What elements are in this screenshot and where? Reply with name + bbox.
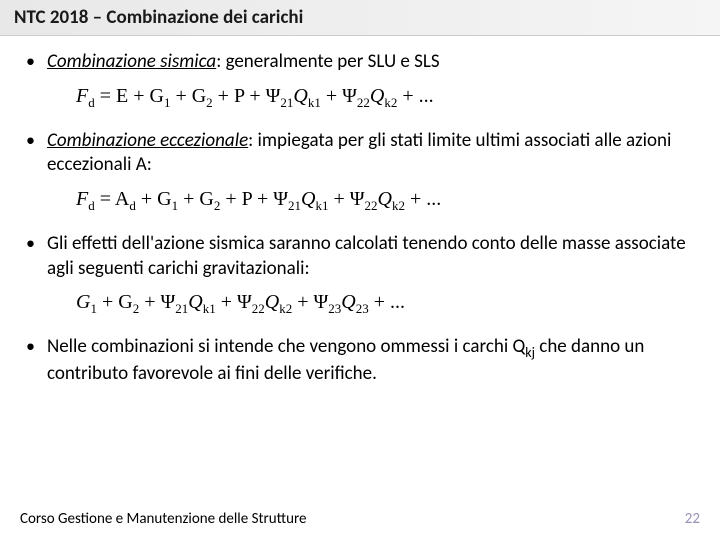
f3-q1: Q bbox=[188, 291, 202, 313]
bullet-2-text: Combinazione eccezionale: impiegata per … bbox=[47, 129, 700, 178]
f3-q2: Q bbox=[265, 291, 279, 313]
f2-qk2: k2 bbox=[392, 198, 405, 213]
footer: Corso Gestione e Manutenzione delle Stru… bbox=[0, 510, 720, 528]
f3-tail: + ... bbox=[369, 291, 405, 313]
content-area: • Combinazione sismica: generalmente per… bbox=[0, 36, 720, 387]
bullet-dot: • bbox=[26, 50, 35, 73]
page-title: NTC 2018 – Combinazione dei carichi bbox=[14, 6, 706, 29]
f3-qk2: k2 bbox=[279, 301, 292, 316]
formula-2: Fd = Ad + G1 + G2 + P + Ψ21Qk1 + Ψ22Qk2 … bbox=[76, 188, 700, 214]
f2-p1: + G bbox=[178, 188, 214, 210]
header-bar: NTC 2018 – Combinazione dei carichi bbox=[0, 0, 720, 36]
f1-p3: + Ψ bbox=[321, 85, 357, 107]
f3-q3: Q bbox=[341, 291, 355, 313]
bullet-dot: • bbox=[26, 129, 35, 152]
bullet-4-pre: Nelle combinazioni si intende che vengon… bbox=[47, 335, 525, 358]
formula-3: G1 + G2 + Ψ21Qk1 + Ψ22Qk2 + Ψ23Q23 + ... bbox=[76, 291, 700, 317]
f2-eq: = A bbox=[95, 188, 130, 210]
f2-q1: Q bbox=[301, 188, 315, 210]
bullet-2: • Combinazione eccezionale: impiegata pe… bbox=[20, 129, 700, 178]
f3-p3: + Ψ bbox=[216, 291, 252, 313]
f3-p1: + G bbox=[97, 291, 133, 313]
bullet-dot: • bbox=[26, 335, 35, 358]
bullet-1-text: Combinazione sismica: generalmente per S… bbox=[47, 50, 700, 75]
bullet-2-label: Combinazione eccezionale bbox=[47, 129, 248, 152]
bullet-dot: • bbox=[26, 232, 35, 255]
f3-g1: G bbox=[76, 291, 90, 313]
f2-tail: + ... bbox=[405, 188, 441, 210]
f2-p0: + G bbox=[136, 188, 172, 210]
f1-psi22: 22 bbox=[357, 95, 370, 110]
f3-qk1: k1 bbox=[203, 301, 216, 316]
f2-psi21: 21 bbox=[288, 198, 301, 213]
f1-p1: + G bbox=[170, 85, 206, 107]
f3-p4: + Ψ bbox=[292, 291, 328, 313]
bullet-1-label: Combinazione sismica bbox=[47, 50, 216, 73]
formula-1: Fd = E + G1 + G2 + P + Ψ21Qk1 + Ψ22Qk2 +… bbox=[76, 85, 700, 111]
f3-psi23: 23 bbox=[328, 301, 341, 316]
bullet-1: • Combinazione sismica: generalmente per… bbox=[20, 50, 700, 75]
f3-psi21: 21 bbox=[175, 301, 188, 316]
f1-tail: + ... bbox=[397, 85, 433, 107]
f1-psi21: 21 bbox=[280, 95, 293, 110]
bullet-4-sub: kj bbox=[525, 344, 535, 361]
bullet-1-rest: : generalmente per SLU e SLS bbox=[216, 50, 439, 73]
f3-qk3: 23 bbox=[356, 301, 369, 316]
footer-text: Corso Gestione e Manutenzione delle Stru… bbox=[20, 510, 307, 528]
f1-q1: Q bbox=[293, 85, 307, 107]
f1-eq: = E + G bbox=[95, 85, 164, 107]
page-number: 22 bbox=[685, 510, 700, 528]
bullet-4-text: Nelle combinazioni si intende che vengon… bbox=[47, 335, 700, 387]
f2-qk1: k1 bbox=[315, 198, 328, 213]
f3-psi22: 22 bbox=[252, 301, 265, 316]
f1-p2: + P + Ψ bbox=[213, 85, 281, 107]
f2-p3: + Ψ bbox=[328, 188, 364, 210]
f1-q2: Q bbox=[370, 85, 384, 107]
f2-psi22: 22 bbox=[365, 198, 378, 213]
bullet-3: • Gli effetti dell'azione sismica sarann… bbox=[20, 232, 700, 281]
bullet-4: • Nelle combinazioni si intende che veng… bbox=[20, 335, 700, 387]
f2-q2: Q bbox=[378, 188, 392, 210]
f2-lhs: F bbox=[76, 188, 88, 210]
f1-lhs: F bbox=[76, 85, 88, 107]
f3-p2: + Ψ bbox=[139, 291, 175, 313]
bullet-3-text: Gli effetti dell'azione sismica saranno … bbox=[47, 232, 700, 281]
f2-p2: + P + Ψ bbox=[220, 188, 288, 210]
f1-qk2: k2 bbox=[384, 95, 397, 110]
f1-qk1: k1 bbox=[308, 95, 321, 110]
